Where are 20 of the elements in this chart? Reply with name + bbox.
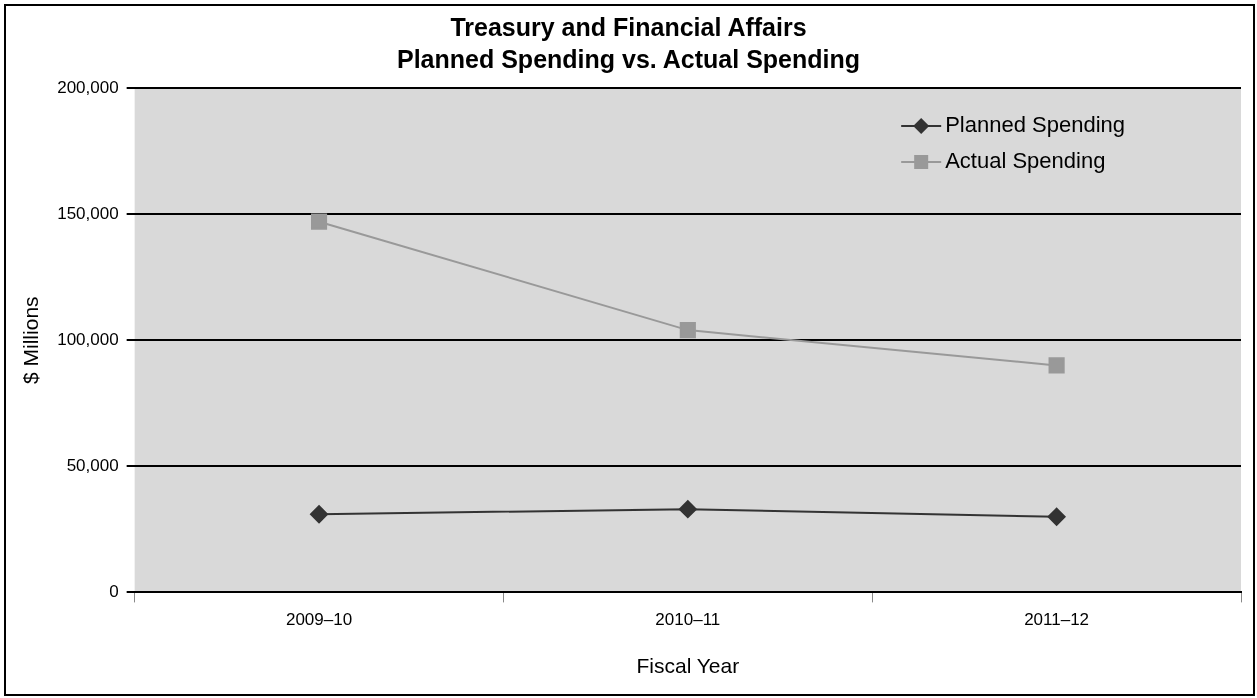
point <box>1047 507 1066 526</box>
legend-label: Planned Spending <box>945 112 1125 138</box>
x-axis-title: Fiscal Year <box>636 654 740 678</box>
y-tick-label: 150,000 <box>57 203 119 223</box>
x-tick-label: 2010–11 <box>655 610 721 630</box>
point <box>678 500 697 519</box>
chart-subtitle: Planned Spending vs. Actual Spending <box>396 44 861 73</box>
chart-title: Treasury and Financial Affairs <box>450 12 807 41</box>
y-tick-label: 0 <box>109 582 119 602</box>
y-tick-label: 200,000 <box>57 77 119 97</box>
x-tick-label: 2009–10 <box>285 610 353 630</box>
point <box>1048 357 1065 374</box>
legend-label: Actual Spending <box>945 148 1106 174</box>
x-tick-label: 2011–12 <box>1024 610 1090 630</box>
y-axis-title: $ Millions <box>19 296 43 384</box>
y-tick-label: 100,000 <box>57 329 119 349</box>
point <box>310 505 329 524</box>
point <box>310 213 328 230</box>
point <box>679 322 696 339</box>
y-tick-label: 50,000 <box>66 455 119 475</box>
